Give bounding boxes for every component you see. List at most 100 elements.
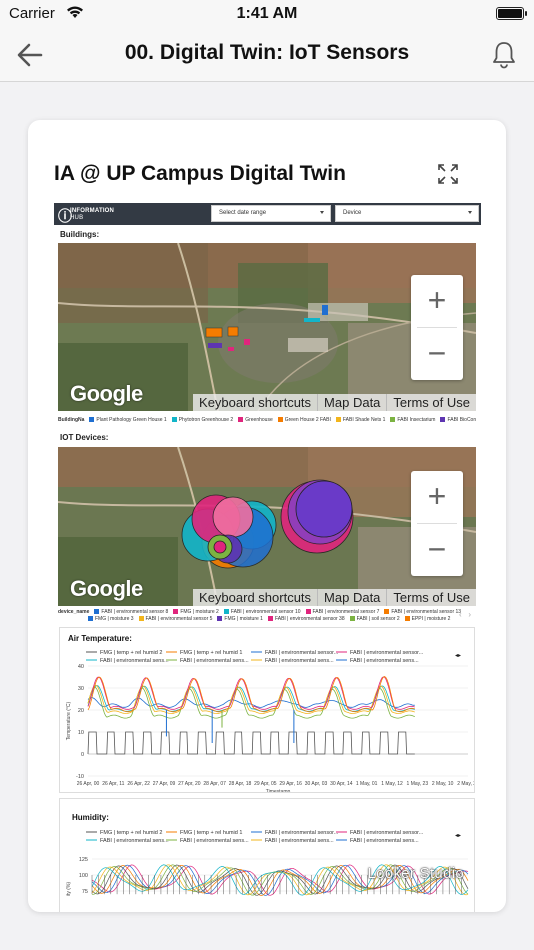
legend-swatch bbox=[277, 417, 283, 422]
bell-icon[interactable] bbox=[491, 40, 517, 70]
iot-map-imagery bbox=[58, 447, 476, 606]
x-tick-label: 30 Apr, 14 bbox=[330, 781, 353, 787]
y-tick-label: 0 bbox=[81, 752, 84, 758]
legend-swatch bbox=[88, 616, 93, 621]
air-temperature-plot: FMG | temp + rel humid 2 FMG | temp + rel… bbox=[66, 650, 475, 793]
y-tick-label: 20 bbox=[78, 708, 84, 714]
legend-label: FABI | environmental sens... bbox=[265, 658, 334, 664]
legend-swatch bbox=[335, 417, 341, 422]
legend-next-arrow-icon: ◂▸ bbox=[455, 653, 461, 659]
terms-of-use-link[interactable]: Terms of Use bbox=[386, 589, 476, 606]
y-tick-label: 75 bbox=[82, 889, 88, 895]
keyboard-shortcuts-link[interactable]: Keyboard shortcuts bbox=[199, 395, 312, 410]
terms-of-use-link[interactable]: Terms of Use bbox=[386, 394, 476, 411]
legend-label: FMG | temp + rel humid 1 bbox=[180, 650, 242, 656]
legend-label: Phytotron Greenhouse 2 bbox=[178, 417, 234, 423]
legend-swatch bbox=[89, 417, 95, 422]
series-line bbox=[87, 676, 415, 713]
buildings-heading: Buildings: bbox=[60, 230, 100, 239]
legend-swatch bbox=[390, 417, 396, 422]
legend-swatch bbox=[440, 417, 446, 422]
legend-label: FABI | environmental sens... bbox=[100, 658, 169, 664]
legend-label: EPPI | moisture 2 bbox=[411, 616, 451, 622]
x-tick-label: 27 Apr, 20 bbox=[178, 781, 201, 787]
iot-zoom-in-button[interactable]: + bbox=[427, 478, 447, 514]
iot-zoom-control: + − bbox=[411, 471, 463, 576]
legend-swatch bbox=[384, 609, 390, 614]
iot-devices-heading: IOT Devices: bbox=[60, 433, 109, 442]
devices-legend-row-2: FMG | moisture 3 FABI | environmental sen… bbox=[58, 616, 476, 622]
humidity-chart: Humidity: FMG | temp + rel humid 2 FMG | … bbox=[59, 798, 475, 912]
x-tick-label: 27 Apr, 09 bbox=[153, 781, 176, 787]
map-data-link[interactable]: Map Data bbox=[317, 589, 386, 606]
date-range-dropdown[interactable]: Select date range bbox=[211, 205, 331, 222]
page-title: 00. Digital Twin: IoT Sensors bbox=[124, 41, 410, 64]
x-tick-label: 30 Apr, 03 bbox=[305, 781, 328, 787]
iot-map-attribution: Keyboard shortcuts Map Data Terms of Use bbox=[193, 589, 476, 606]
legend-swatch bbox=[171, 417, 177, 422]
navigation-bar: 00. Digital Twin: IoT Sensors bbox=[0, 28, 534, 82]
x-tick-label: 26 Apr, 22 bbox=[127, 781, 150, 787]
legend-label: FMG | temp + rel humid 2 bbox=[100, 650, 162, 656]
x-tick-label: 29 Apr, 05 bbox=[254, 781, 277, 787]
iot-zoom-out-button[interactable]: − bbox=[427, 531, 447, 567]
legend-swatch bbox=[305, 609, 311, 614]
series-line bbox=[87, 685, 415, 712]
expand-icon[interactable] bbox=[438, 164, 458, 184]
legend-swatch bbox=[404, 616, 410, 621]
back-arrow-icon[interactable] bbox=[16, 42, 44, 68]
legend-label: FABI BioControl Centre bbox=[447, 417, 476, 423]
legend-key: device_name bbox=[58, 609, 90, 615]
legend-pager-arrows-icon[interactable]: ‹ › bbox=[459, 610, 471, 619]
y-axis-label: Temperature (°C) bbox=[66, 701, 72, 740]
legend-swatch bbox=[173, 609, 179, 614]
x-tick-label: 2 May, 21 bbox=[457, 781, 475, 787]
legend-label: Greenhouse bbox=[245, 417, 273, 423]
legend-label: FABI | environmental sens... bbox=[180, 838, 249, 844]
legend-label: Plant Pathology Green House 1 bbox=[96, 417, 167, 423]
carrier-label: Carrier bbox=[9, 5, 55, 22]
buildings-zoom-out-button[interactable]: − bbox=[427, 335, 447, 371]
y-tick-label: 10 bbox=[78, 730, 84, 736]
x-tick-label: 1 May, 12 bbox=[381, 781, 403, 787]
legend-label: FMG | moisture 3 bbox=[95, 616, 134, 622]
legend-label: FABI | environmental sensor 13 bbox=[391, 609, 462, 615]
dashboard-card: IA @ UP Campus Digital Twin ⓘ INFORMATIO… bbox=[28, 120, 506, 912]
device-dropdown[interactable]: Device bbox=[335, 205, 479, 222]
buildings-map-attribution: Keyboard shortcuts Map Data Terms of Use bbox=[193, 394, 476, 411]
card-title: IA @ UP Campus Digital Twin bbox=[54, 162, 346, 185]
legend-label: FMG | moisture 2 bbox=[180, 609, 219, 615]
keyboard-shortcuts-link[interactable]: Keyboard shortcuts bbox=[199, 590, 312, 605]
legend-label: FMG | temp + rel humid 1 bbox=[180, 830, 242, 836]
legend-label: Green House 2 FABI bbox=[284, 417, 331, 423]
y-tick-label: 30 bbox=[78, 686, 84, 692]
x-tick-label: 28 Apr, 07 bbox=[203, 781, 226, 787]
buildings-map[interactable]: + − Google Keyboard shortcuts Map Data T… bbox=[58, 243, 476, 411]
legend-label: FABI | environmental sensor 8 bbox=[101, 609, 169, 615]
series-line bbox=[87, 686, 415, 719]
legend-swatch bbox=[94, 609, 100, 614]
legend-label: FABI | environmental sensor... bbox=[350, 830, 424, 836]
series-line bbox=[87, 731, 415, 755]
x-axis-label: Timestamp bbox=[266, 789, 291, 793]
legend-label: FABI | environmental sensor 7 bbox=[312, 609, 380, 615]
legend-label: FMG | temp + rel humid 2 bbox=[100, 830, 162, 836]
humidity-plot: FMG | temp + rel humid 2 FMG | temp + rel… bbox=[66, 830, 469, 896]
wifi-icon bbox=[67, 6, 83, 18]
legend-label: FABI | soil sensor 2 bbox=[356, 616, 400, 622]
air-temperature-title: Air Temperature: bbox=[68, 634, 132, 643]
map-data-link[interactable]: Map Data bbox=[317, 394, 386, 411]
y-tick-label: 100 bbox=[79, 873, 88, 879]
devices-legend-row-1: device_name FABI | environmental sensor 8… bbox=[58, 609, 476, 615]
legend-label: FABI | environmental sensor 10 bbox=[230, 609, 301, 615]
embedded-report: ⓘ INFORMATION HUB Select date range Devi… bbox=[54, 203, 481, 912]
buildings-legend: BuildingNa Plant Pathology Green House 1 P… bbox=[58, 417, 476, 423]
looker-studio-watermark: Looker Studio bbox=[367, 865, 464, 882]
report-header: ⓘ INFORMATION HUB Select date range Devi… bbox=[54, 203, 481, 225]
legend-swatch bbox=[217, 616, 223, 621]
iot-devices-map[interactable]: + − Google Keyboard shortcuts Map Data T… bbox=[58, 447, 476, 606]
legend-label: FABI | environmental sens... bbox=[265, 838, 334, 844]
buildings-zoom-in-button[interactable]: + bbox=[427, 282, 447, 318]
legend-label: FABI | environmental sensor 38 bbox=[274, 616, 345, 622]
legend-label: FABI Insectarium bbox=[397, 417, 436, 423]
